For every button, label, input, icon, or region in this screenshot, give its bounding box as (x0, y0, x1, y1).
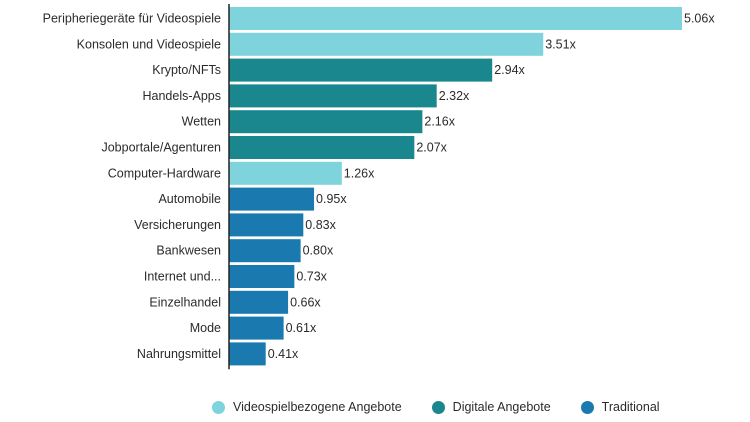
bar-bankwesen (229, 239, 301, 263)
value-label-mode: 0.61x (286, 321, 317, 335)
bar-peripherieger-te-f-r-videospiele (229, 7, 682, 30)
legend-label-videogames: Videospielbezogene Angebote (233, 400, 402, 414)
category-label-internet-und: Internet und... (144, 270, 221, 284)
legend-swatch-traditional (580, 400, 594, 414)
legend-item-traditional: Traditional (580, 400, 660, 414)
bar-einzelhandel (229, 290, 289, 314)
category-label-computer-hardware: Computer-Hardware (108, 166, 221, 180)
category-label-konsolen-und-videospiele: Konsolen und Videospiele (77, 37, 221, 51)
legend-swatch-digital (431, 400, 445, 414)
bar-versicherungen (229, 213, 304, 237)
value-label-bankwesen: 0.80x (303, 244, 334, 258)
value-label-handels-apps: 2.32x (439, 89, 470, 103)
legend-swatch-videogames (212, 400, 225, 414)
value-label-nahrungsmittel: 0.41x (268, 347, 299, 361)
bar-jobportale-agenturen (229, 136, 415, 159)
bar-computer-hardware (229, 161, 342, 185)
bar-internet-und (229, 265, 295, 288)
category-label-einzelhandel: Einzelhandel (149, 295, 221, 309)
value-label-jobportale-agenturen: 2.07x (416, 141, 447, 155)
value-label-wetten: 2.16x (424, 115, 455, 129)
value-label-peripherieger-te-f-r-videospiele: 5.06x (684, 12, 715, 26)
bar-chart: Peripheriegeräte für Videospiele 5.06x Kon… (43, 4, 715, 370)
bar-mode (229, 316, 284, 340)
value-label-einzelhandel: 0.66x (290, 295, 321, 309)
value-label-krypto-nfts: 2.94x (494, 63, 525, 77)
category-label-jobportale-agenturen: Jobportale/Agenturen (101, 141, 221, 155)
category-label-peripherieger-te-f-r-videospiele: Peripheriegeräte für Videospiele (43, 12, 221, 26)
value-label-konsolen-und-videospiele: 3.51x (545, 37, 576, 51)
category-label-versicherungen: Versicherungen (134, 218, 221, 232)
category-label-bankwesen: Bankwesen (156, 244, 221, 258)
legend-label-digital: Digitale Angebote (452, 400, 551, 414)
value-label-computer-hardware: 1.26x (344, 166, 375, 180)
bar-wetten (229, 110, 423, 134)
bar-handels-apps (229, 84, 437, 108)
value-label-automobile: 0.95x (316, 192, 347, 206)
category-label-mode: Mode (190, 321, 221, 335)
category-label-wetten: Wetten (182, 115, 221, 129)
legend: Videospielbezogene Angebote Digitale Ang… (212, 400, 660, 414)
value-label-internet-und: 0.73x (296, 270, 327, 284)
legend-label-traditional: Traditional (601, 400, 660, 414)
category-label-automobile: Automobile (158, 192, 221, 206)
category-label-nahrungsmittel: Nahrungsmittel (137, 347, 221, 361)
category-label-krypto-nfts: Krypto/NFTs (152, 63, 221, 77)
bars-group: Peripheriegeräte für Videospiele 5.06x Kon… (43, 7, 715, 366)
bar-automobile (229, 187, 315, 211)
category-label-handels-apps: Handels-Apps (142, 89, 221, 103)
bar-krypto-nfts (229, 58, 493, 82)
legend-item-videogames: Videospielbezogene Angebote (212, 400, 402, 414)
legend-item-digital: Digitale Angebote (431, 400, 551, 414)
bar-nahrungsmittel (229, 342, 266, 366)
value-label-versicherungen: 0.83x (305, 218, 336, 232)
bar-konsolen-und-videospiele (229, 32, 544, 56)
